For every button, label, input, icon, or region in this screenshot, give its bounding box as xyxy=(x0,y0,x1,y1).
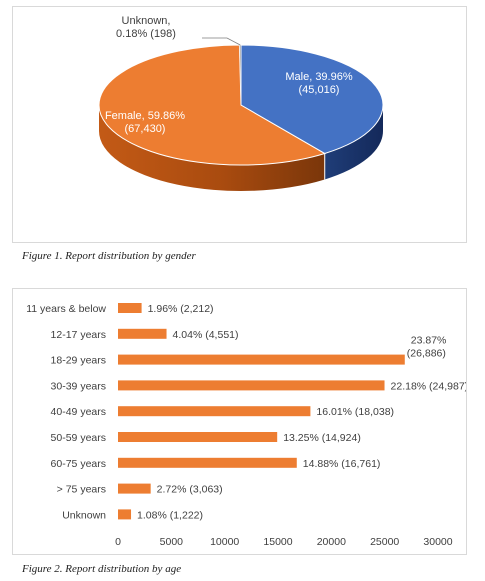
unknown-leader-line xyxy=(202,37,241,46)
x-tick-label: 10000 xyxy=(210,536,239,548)
age-bar-chart: 11 years & below 1.96% (2,212) 12-17 years… xyxy=(26,303,468,548)
age-bar xyxy=(118,380,385,391)
age-bar xyxy=(118,354,405,365)
x-tick-label: 15000 xyxy=(263,536,292,548)
category-label: 30-39 years xyxy=(51,380,106,392)
unknown-value-label: 0.18% (198) xyxy=(116,28,176,40)
x-tick-label: 20000 xyxy=(317,536,346,548)
bar-value-label: 4.04% (4,551) xyxy=(173,329,239,341)
age-bar xyxy=(118,509,132,520)
age-bar xyxy=(118,303,142,313)
gender-chart-panel: Unknown, 0.18% (198) Male, 39.96% (45,016) F… xyxy=(12,6,467,243)
age-chart-panel: 11 years & below 1.96% (2,212) 12-17 years… xyxy=(12,288,468,555)
age-bar xyxy=(118,457,297,468)
category-label: 50-59 years xyxy=(51,432,106,444)
bar-value-label: 23.87% xyxy=(411,335,447,347)
bar-value-label-count: (26,886) xyxy=(407,348,446,360)
male-slice-side xyxy=(324,105,383,180)
male-slice xyxy=(240,44,384,155)
bar-value-label: 1.08% (1,222) xyxy=(137,509,203,521)
male-label: Male, 39.96% xyxy=(285,71,352,83)
x-tick-label: 0 xyxy=(115,536,121,548)
unknown-label: Unknown, xyxy=(122,15,171,27)
category-label: Unknown xyxy=(62,509,106,521)
age-bar xyxy=(118,406,311,417)
bar-value-label: 14.88% (16,761) xyxy=(303,458,381,470)
age-bar xyxy=(118,483,151,494)
category-label: 12-17 years xyxy=(51,329,106,341)
female-label: Female, 59.86% xyxy=(105,110,185,122)
category-label: > 75 years xyxy=(57,484,106,496)
bar-value-label: 22.18% (24,987) xyxy=(391,380,466,392)
female-slice xyxy=(98,44,326,166)
male-value-label: (45,016) xyxy=(299,84,340,96)
bar-value-label: 13.25% (14,924) xyxy=(283,432,361,444)
female-slice-side xyxy=(98,105,325,192)
x-tick-label: 25000 xyxy=(370,536,399,548)
x-tick-label: 5000 xyxy=(160,536,184,548)
x-tick-label: 30000 xyxy=(423,536,452,548)
figure-2-caption: Figure 2. Report distribution by age xyxy=(22,563,182,575)
gender-pie-chart: Unknown,0.18% (198) Male, 39.96%(45,016) F… xyxy=(98,15,384,192)
category-label: 11 years & below xyxy=(26,303,106,315)
category-label: 18-29 years xyxy=(51,355,106,367)
category-label: 40-49 years xyxy=(51,406,106,418)
figure-1-caption: Figure 1. Report distribution by gender xyxy=(22,250,196,262)
female-value-label: (67,430) xyxy=(125,123,166,135)
bar-value-label: 16.01% (18,038) xyxy=(316,406,394,418)
bar-value-label: 1.96% (2,212) xyxy=(148,303,214,315)
category-label: 60-75 years xyxy=(51,458,106,470)
bar-value-label: 2.72% (3,063) xyxy=(157,484,223,496)
age-bar xyxy=(118,432,278,442)
age-bar xyxy=(118,328,167,339)
